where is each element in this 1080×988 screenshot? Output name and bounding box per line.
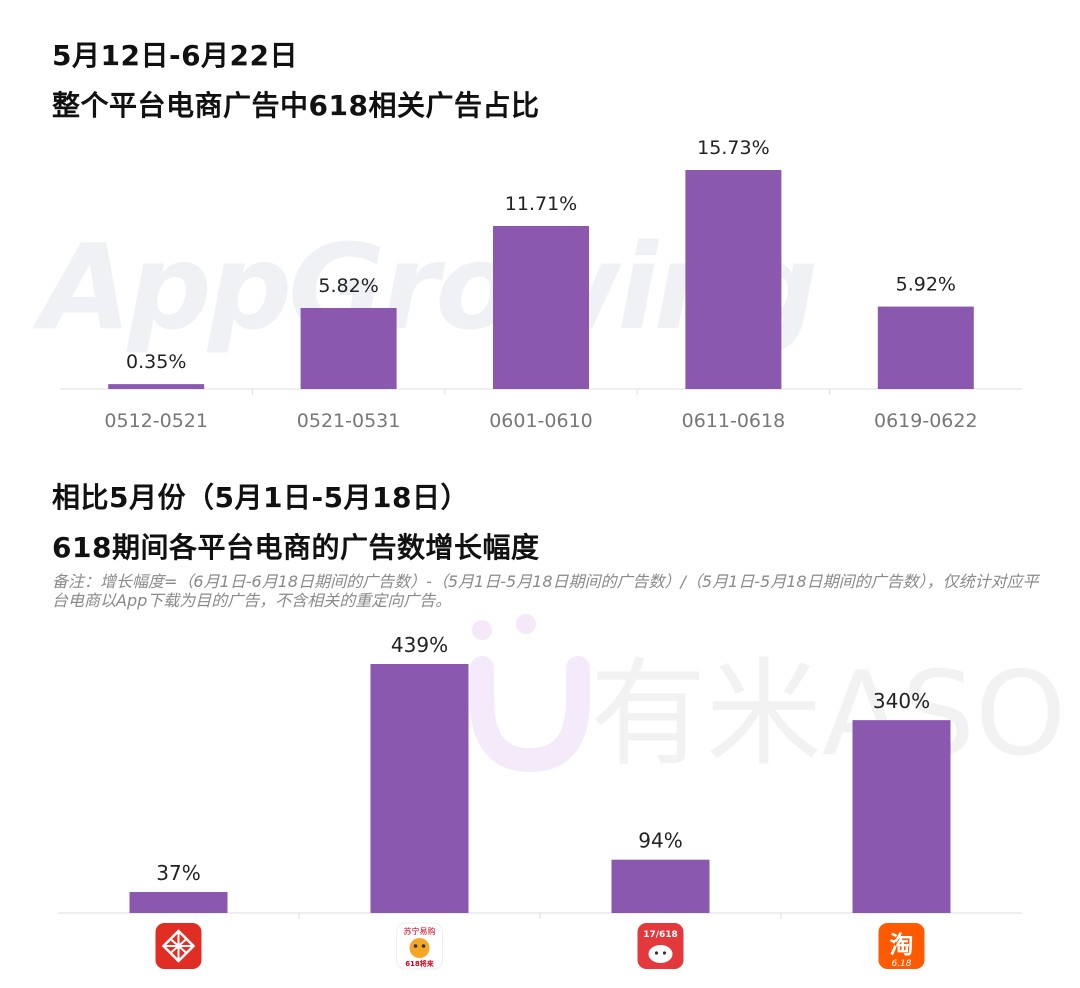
svg-text:6.18: 6.18 bbox=[891, 959, 911, 969]
chart2-data-label: 340% bbox=[873, 689, 930, 713]
chart2-bar bbox=[129, 892, 228, 913]
chart1-tick-label: 0611-0618 bbox=[682, 410, 786, 432]
chart1-bar bbox=[877, 306, 974, 389]
chart2-data-label: 439% bbox=[391, 633, 448, 657]
chart1-data-label: 15.73% bbox=[697, 137, 769, 159]
chart2-bar bbox=[370, 664, 469, 913]
suning-app-icon: 苏宁易购 618将来 bbox=[396, 922, 443, 970]
chart2-title-line1: 相比5月份（5月1日-5月18日） bbox=[52, 481, 470, 514]
svg-text:苏宁易购: 苏宁易购 bbox=[404, 926, 436, 936]
chart2-data-label: 94% bbox=[638, 829, 682, 853]
chart2-data-label: 37% bbox=[156, 861, 200, 885]
svg-text:618将来: 618将来 bbox=[405, 959, 435, 968]
chart1-bar bbox=[493, 225, 589, 389]
chart2-bar bbox=[852, 720, 951, 913]
chart2-note: 备注：增长幅度=（6月1日-6月18日期间的广告数）-（5月1日-5月18日期间… bbox=[52, 572, 1039, 610]
chart1-tick-label: 0512-0521 bbox=[104, 410, 208, 432]
pinduoduo-app-icon bbox=[155, 923, 202, 969]
chart1-tick-label: 0601-0610 bbox=[489, 410, 593, 432]
chart1-title-line1: 5月12日-6月22日 bbox=[52, 39, 299, 72]
chart1-bar bbox=[685, 170, 782, 389]
taobao-app-icon: 淘6.18 bbox=[878, 923, 925, 969]
chart2-title-line2: 618期间各平台电商的广告数增长幅度 bbox=[52, 531, 540, 564]
chart1-bar-chart: 0.35% 0512-0521 5.82% 0521-0531 11.71% 0601-0… bbox=[60, 137, 1022, 432]
chart1-tick-label: 0521-0531 bbox=[297, 410, 401, 432]
chart1-data-label: 11.71% bbox=[505, 193, 577, 215]
chart1-data-label: 5.92% bbox=[896, 274, 956, 296]
chart1-title-line2: 整个平台电商广告中618相关广告占比 bbox=[52, 89, 540, 122]
chart1-data-label: 0.35% bbox=[126, 351, 186, 373]
chart1-bar bbox=[300, 307, 397, 389]
chart1-data-label: 5.82% bbox=[318, 275, 378, 297]
jd-app-icon: 17/618 bbox=[637, 923, 684, 969]
svg-text:17/618: 17/618 bbox=[643, 930, 678, 940]
chart1-tick-label: 0619-0622 bbox=[874, 410, 978, 432]
chart1-bar bbox=[108, 384, 205, 389]
svg-text:淘: 淘 bbox=[890, 931, 914, 959]
chart2-bar bbox=[611, 859, 710, 913]
